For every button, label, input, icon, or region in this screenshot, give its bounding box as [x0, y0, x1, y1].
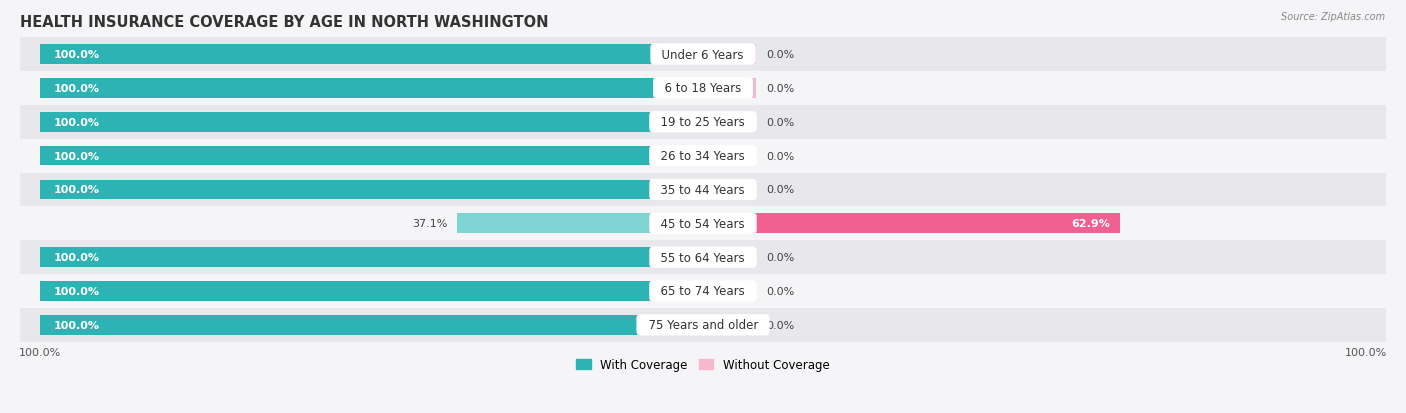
Text: 55 to 64 Years: 55 to 64 Years: [654, 251, 752, 264]
Text: 45 to 54 Years: 45 to 54 Years: [654, 217, 752, 230]
Bar: [20, 173, 1386, 207]
Text: 100.0%: 100.0%: [53, 286, 100, 296]
Text: 100.0%: 100.0%: [53, 84, 100, 94]
Bar: [703, 147, 756, 166]
Text: 35 to 44 Years: 35 to 44 Years: [654, 183, 752, 197]
Bar: [41, 180, 703, 200]
Bar: [20, 38, 1386, 72]
Legend: With Coverage, Without Coverage: With Coverage, Without Coverage: [572, 353, 834, 375]
Text: 65 to 74 Years: 65 to 74 Years: [654, 285, 752, 298]
Text: 0.0%: 0.0%: [766, 252, 794, 263]
Text: 0.0%: 0.0%: [766, 185, 794, 195]
Bar: [703, 214, 1121, 233]
Text: 6 to 18 Years: 6 to 18 Years: [657, 82, 749, 95]
Bar: [703, 113, 756, 132]
Bar: [457, 214, 703, 233]
Bar: [703, 248, 756, 267]
Text: 0.0%: 0.0%: [766, 151, 794, 161]
Bar: [20, 308, 1386, 342]
Bar: [41, 113, 703, 132]
Text: 100.0%: 100.0%: [53, 185, 100, 195]
Bar: [20, 207, 1386, 241]
Text: 75 Years and older: 75 Years and older: [641, 318, 765, 332]
Bar: [20, 241, 1386, 274]
Bar: [703, 282, 756, 301]
Text: 62.9%: 62.9%: [1071, 219, 1109, 229]
Text: 26 to 34 Years: 26 to 34 Years: [654, 150, 752, 163]
Bar: [20, 72, 1386, 106]
Text: 0.0%: 0.0%: [766, 117, 794, 128]
Bar: [41, 248, 703, 267]
Bar: [41, 147, 703, 166]
Text: 0.0%: 0.0%: [766, 84, 794, 94]
Bar: [41, 282, 703, 301]
Bar: [20, 139, 1386, 173]
Text: 100.0%: 100.0%: [53, 320, 100, 330]
Text: 19 to 25 Years: 19 to 25 Years: [654, 116, 752, 129]
Text: Source: ZipAtlas.com: Source: ZipAtlas.com: [1281, 12, 1385, 22]
Bar: [20, 274, 1386, 308]
Text: 100.0%: 100.0%: [53, 50, 100, 60]
Text: 100.0%: 100.0%: [53, 151, 100, 161]
Text: 0.0%: 0.0%: [766, 320, 794, 330]
Bar: [41, 45, 703, 65]
Text: 100.0%: 100.0%: [53, 117, 100, 128]
Text: 0.0%: 0.0%: [766, 286, 794, 296]
Text: Under 6 Years: Under 6 Years: [655, 48, 751, 62]
Text: 100.0%: 100.0%: [53, 252, 100, 263]
Bar: [703, 180, 756, 200]
Bar: [41, 315, 703, 335]
Bar: [703, 45, 756, 65]
Bar: [41, 79, 703, 98]
Text: 0.0%: 0.0%: [766, 50, 794, 60]
Bar: [703, 315, 756, 335]
Bar: [20, 106, 1386, 139]
Text: 37.1%: 37.1%: [412, 219, 447, 229]
Bar: [703, 79, 756, 98]
Text: HEALTH INSURANCE COVERAGE BY AGE IN NORTH WASHINGTON: HEALTH INSURANCE COVERAGE BY AGE IN NORT…: [20, 15, 548, 30]
